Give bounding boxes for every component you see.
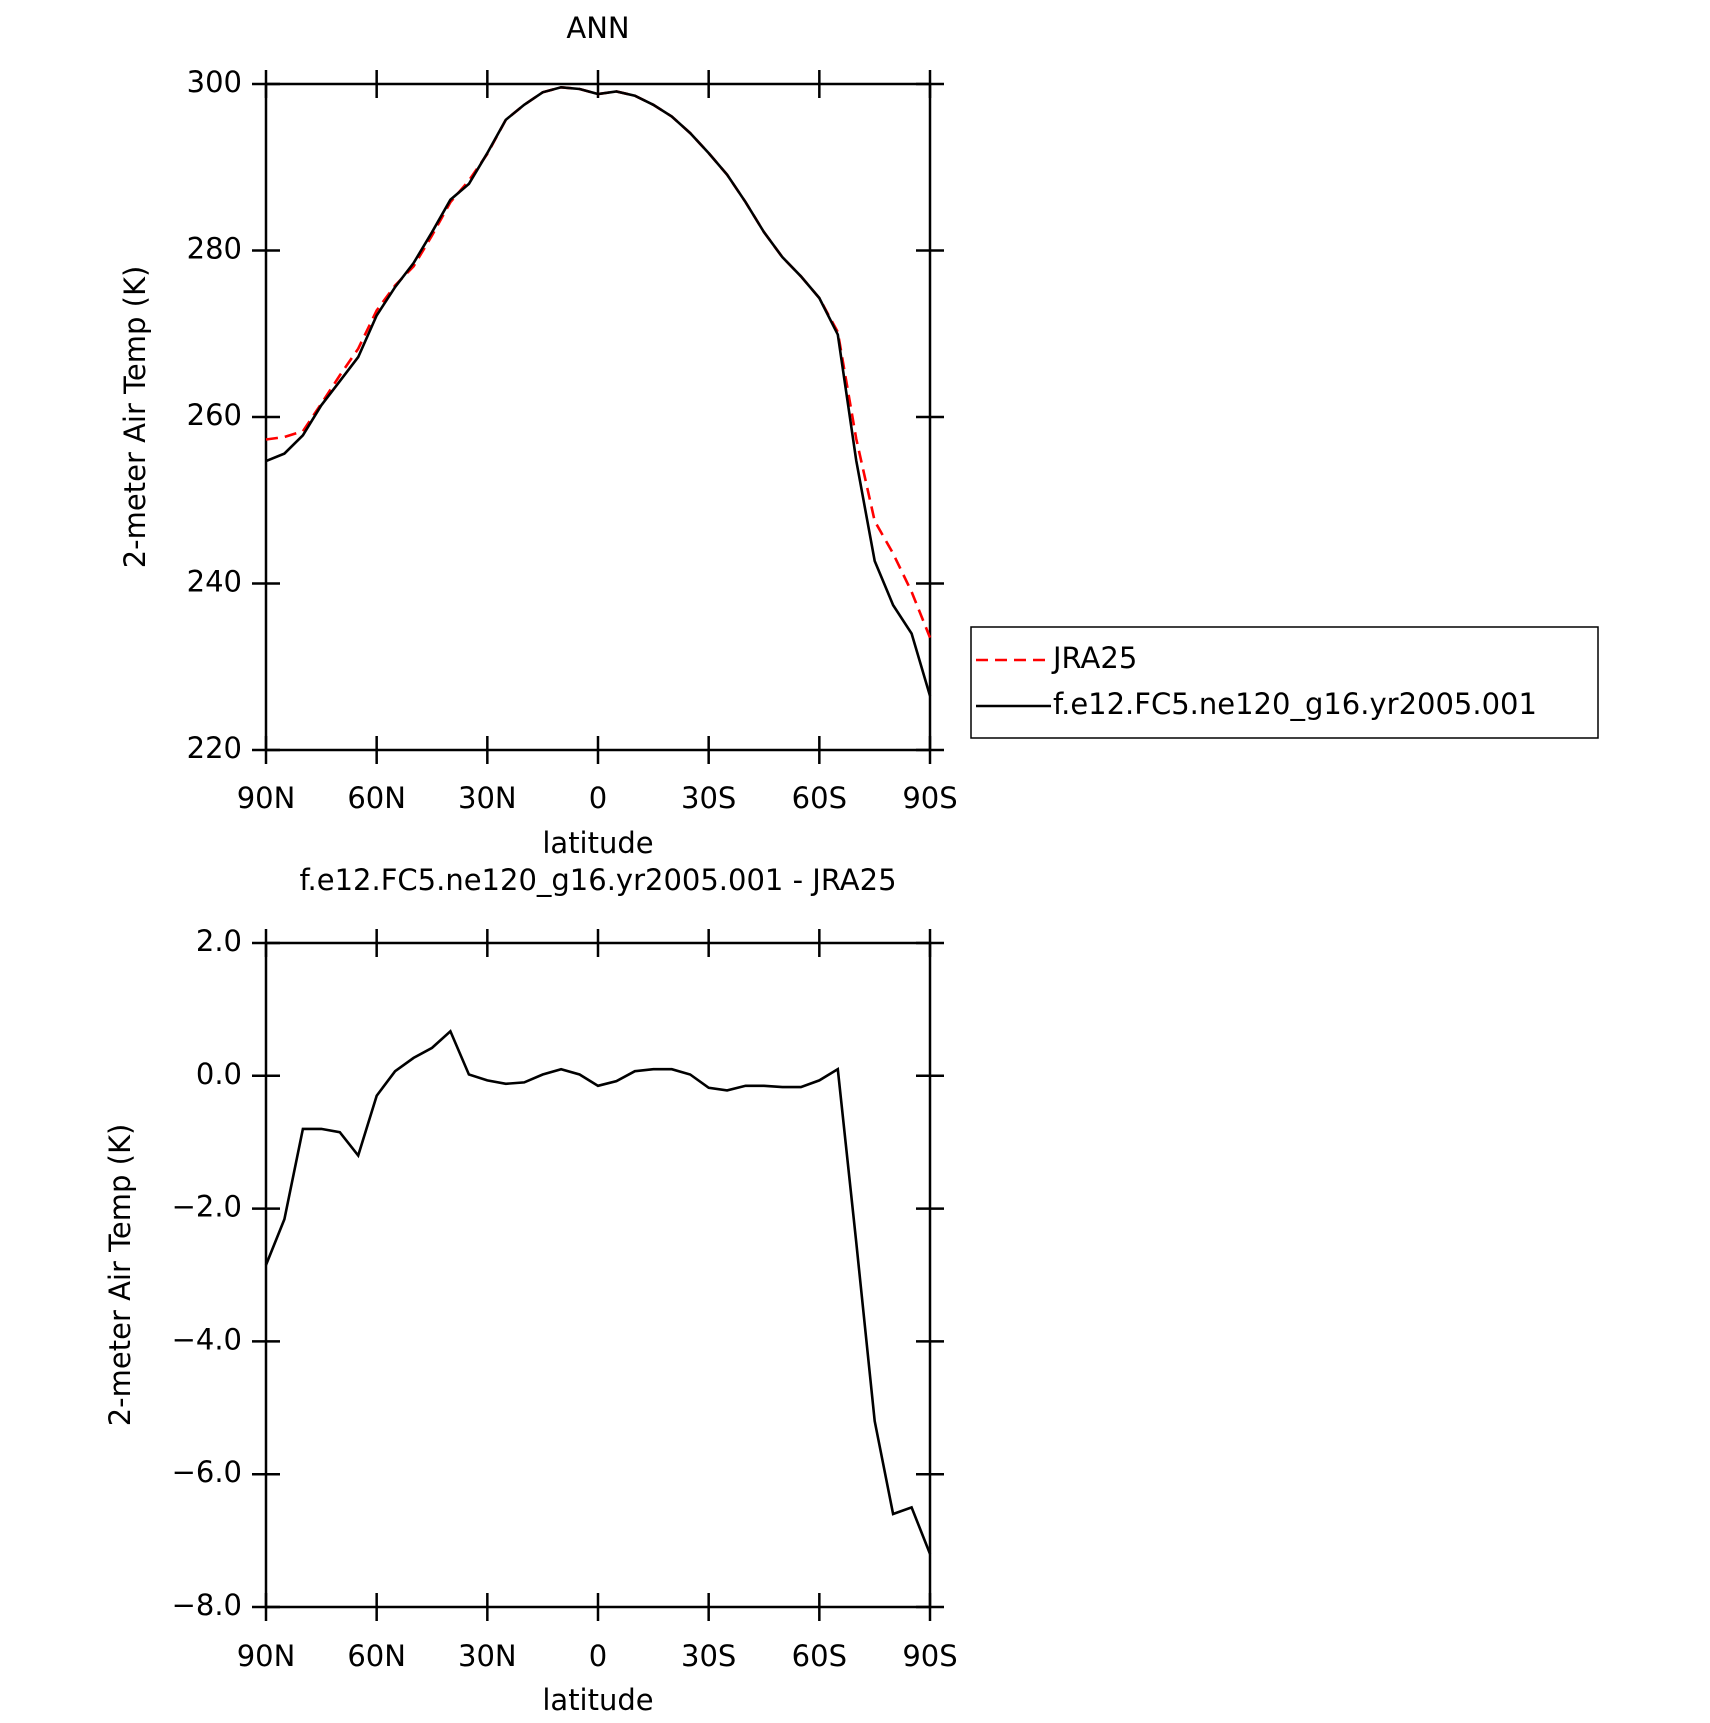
y-axis-label: 2-meter Air Temp (K): [103, 1124, 137, 1427]
y-tick-label: 2.0: [196, 924, 242, 958]
x-axis-label: latitude: [542, 1683, 653, 1717]
data-line: [264, 1029, 932, 1555]
legend-box: [970, 626, 1599, 739]
x-tick-label: 90S: [902, 1639, 957, 1673]
x-tick-label: 30S: [681, 1639, 736, 1673]
y-tick-label: 260: [187, 398, 242, 432]
x-tick-label: 30S: [681, 781, 736, 815]
x-tick-label: 0: [589, 1639, 607, 1673]
chart-title: f.e12.FC5.ne120_g16.yr2005.001 - JRA25: [299, 863, 896, 897]
x-tick-label: 90S: [902, 781, 957, 815]
y-tick-label: −8.0: [172, 1588, 242, 1622]
x-tick-label: 60N: [347, 781, 406, 815]
data-line: [265, 85, 932, 639]
x-tick-label: 30N: [458, 781, 517, 815]
legend-label: f.e12.FC5.ne120_g16.yr2005.001: [1053, 687, 1537, 721]
x-tick-label: 30N: [458, 1639, 517, 1673]
chart-title: ANN: [566, 11, 629, 45]
y-tick-label: 280: [187, 232, 242, 266]
y-tick-label: 300: [187, 65, 242, 99]
legend-label: JRA25: [1051, 641, 1137, 675]
y-tick-label: −6.0: [172, 1455, 242, 1489]
x-tick-label: 60N: [347, 1639, 406, 1673]
y-tick-label: 240: [187, 565, 242, 599]
y-tick-label: 0.0: [196, 1057, 242, 1091]
x-tick-label: 0: [589, 781, 607, 815]
y-axis-label: 2-meter Air Temp (K): [118, 266, 152, 569]
data-line: [265, 85, 932, 697]
plot-frame: [264, 82, 932, 752]
x-tick-label: 90N: [237, 1639, 296, 1673]
y-tick-label: 220: [187, 731, 242, 765]
plot-frame: [264, 941, 932, 1609]
x-tick-label: 60S: [792, 1639, 847, 1673]
y-tick-label: −2.0: [172, 1190, 242, 1224]
y-tick-label: −4.0: [172, 1322, 242, 1356]
x-axis-label: latitude: [542, 826, 653, 860]
x-tick-label: 60S: [792, 781, 847, 815]
x-tick-label: 90N: [237, 781, 296, 815]
